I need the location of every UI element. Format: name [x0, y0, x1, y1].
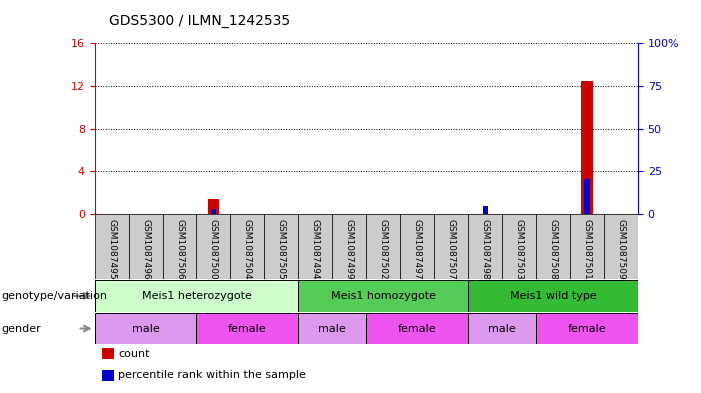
Text: Meis1 wild type: Meis1 wild type [510, 291, 597, 301]
Text: GSM1087498: GSM1087498 [481, 219, 489, 280]
Bar [196, 214, 231, 279]
Bar [367, 214, 400, 279]
Text: male: male [132, 323, 159, 334]
Bar [468, 313, 536, 344]
Bar [367, 313, 468, 344]
Text: Meis1 heterozygote: Meis1 heterozygote [142, 291, 252, 301]
Bar [536, 313, 638, 344]
Bar [332, 214, 366, 279]
Text: male: male [318, 323, 346, 334]
Bar [502, 214, 536, 279]
Bar [163, 214, 196, 279]
Bar [299, 280, 468, 312]
Bar [400, 214, 434, 279]
Bar [434, 214, 468, 279]
Text: GSM1087496: GSM1087496 [141, 219, 150, 280]
Text: percentile rank within the sample: percentile rank within the sample [118, 370, 306, 380]
Bar [585, 179, 590, 214]
Bar [570, 214, 604, 279]
Text: Meis1 homozygote: Meis1 homozygote [331, 291, 436, 301]
Bar [128, 214, 163, 279]
Bar [231, 214, 264, 279]
Bar [604, 214, 638, 279]
Text: GSM1087507: GSM1087507 [447, 219, 456, 280]
Text: GSM1087509: GSM1087509 [616, 219, 625, 280]
Bar [95, 280, 299, 312]
Text: GSM1087506: GSM1087506 [175, 219, 184, 280]
Text: GSM1087504: GSM1087504 [243, 219, 252, 280]
Text: genotype/variation: genotype/variation [1, 291, 107, 301]
Bar [264, 214, 299, 279]
Text: GSM1087499: GSM1087499 [345, 219, 354, 280]
Text: GSM1087497: GSM1087497 [413, 219, 422, 280]
Text: GSM1087495: GSM1087495 [107, 219, 116, 280]
Text: GSM1087508: GSM1087508 [548, 219, 557, 280]
Bar [196, 313, 299, 344]
Text: female: female [398, 323, 437, 334]
Bar [482, 206, 488, 214]
Bar [581, 81, 593, 214]
Text: GSM1087500: GSM1087500 [209, 219, 218, 280]
Text: GSM1087494: GSM1087494 [311, 219, 320, 280]
Bar [95, 313, 196, 344]
Bar [299, 313, 366, 344]
Text: gender: gender [1, 323, 41, 334]
Bar [207, 199, 219, 214]
Text: female: female [228, 323, 267, 334]
Text: GDS5300 / ILMN_1242535: GDS5300 / ILMN_1242535 [109, 13, 290, 28]
Bar [536, 214, 570, 279]
Bar [95, 214, 128, 279]
Text: GSM1087503: GSM1087503 [515, 219, 524, 280]
Text: GSM1087501: GSM1087501 [583, 219, 592, 280]
Text: GSM1087502: GSM1087502 [379, 219, 388, 280]
Text: count: count [118, 349, 150, 359]
Text: GSM1087505: GSM1087505 [277, 219, 286, 280]
Bar [299, 214, 332, 279]
Bar [211, 209, 216, 214]
Bar [468, 214, 502, 279]
Bar [468, 280, 638, 312]
Text: female: female [568, 323, 606, 334]
Text: male: male [488, 323, 516, 334]
